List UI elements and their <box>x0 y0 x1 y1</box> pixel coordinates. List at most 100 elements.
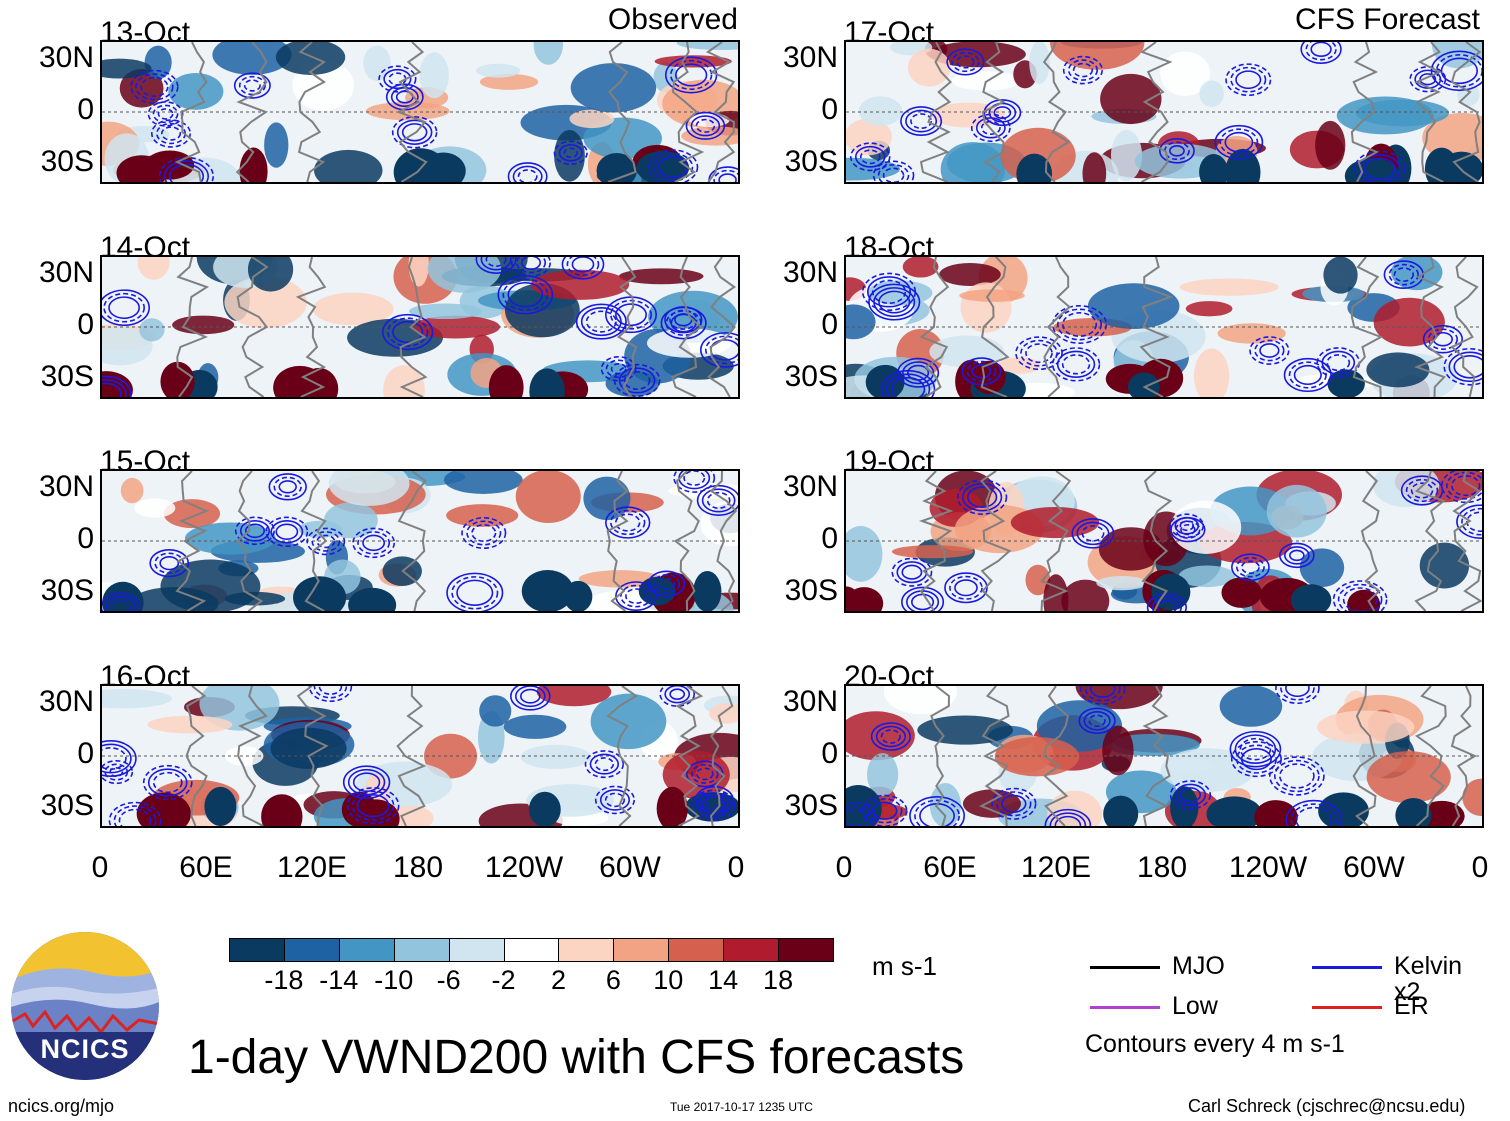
kelvin-contour <box>157 108 174 120</box>
kelvin-contour <box>1081 525 1105 542</box>
strong-core <box>1170 786 1199 826</box>
kelvin-contour <box>652 573 681 594</box>
footer-url[interactable]: ncics.org/mjo <box>8 1096 115 1116</box>
coastline <box>675 686 704 826</box>
kelvin-contour <box>1229 730 1282 768</box>
kelvin-contour <box>897 357 940 388</box>
legend-line <box>1090 1006 1160 1009</box>
kelvin-contour <box>142 764 193 801</box>
anomaly-blob <box>846 526 883 582</box>
anomaly-blob <box>184 522 276 555</box>
kelvin-contour <box>585 310 617 333</box>
kelvin-contour <box>868 283 921 321</box>
strong-core <box>1199 154 1229 182</box>
y-tick-label: 0 <box>821 93 838 126</box>
strong-core <box>1424 147 1459 182</box>
strong-core <box>261 794 303 826</box>
anomaly-blob <box>1316 710 1415 744</box>
kelvin-contour <box>900 106 943 137</box>
kelvin-contour <box>615 581 657 611</box>
x-tick-label: 0 <box>91 851 109 884</box>
kelvin-contour <box>1084 686 1121 702</box>
anomaly-blob <box>907 48 951 87</box>
anomaly-blob <box>994 736 1080 777</box>
kelvin-contour <box>1409 66 1447 93</box>
anomaly-blob <box>1323 257 1358 294</box>
kelvin-contour <box>118 808 152 826</box>
x-tick-label: 120E <box>276 851 348 884</box>
anomaly-blob <box>939 262 1001 286</box>
kelvin-contour <box>1231 553 1270 582</box>
kelvin-contour <box>1072 62 1094 78</box>
kelvin-contour <box>575 303 627 340</box>
kelvin-contour <box>1001 794 1027 813</box>
anomaly-blob <box>533 42 563 65</box>
kelvin-contour <box>870 722 911 751</box>
map-svg-15-Oct <box>102 471 738 611</box>
kelvin-contour <box>946 48 985 76</box>
kelvin-contour <box>1219 128 1259 157</box>
units-label: m s-1 <box>872 951 937 981</box>
coastline <box>1040 471 1072 611</box>
kelvin-contour <box>705 335 738 365</box>
coastline <box>175 471 209 611</box>
kelvin-contour <box>700 332 738 368</box>
kelvin-contour <box>168 163 205 182</box>
x-tick-label: 60W <box>599 851 661 884</box>
kelvin-contour <box>1235 70 1262 90</box>
kelvin-contour <box>854 145 886 168</box>
y-tick-label: 0 <box>821 737 838 770</box>
anomaly-blob <box>1025 564 1051 596</box>
colorbar-label: -6 <box>436 965 461 995</box>
kelvin-contour <box>351 790 395 821</box>
kelvin-contour <box>1393 267 1414 283</box>
kelvin-contour <box>909 796 965 826</box>
kelvin-contour <box>914 799 960 826</box>
kelvin-contour <box>901 586 945 611</box>
footer-timestamp: Tue 2017-10-17 1235 UTC <box>670 1100 813 1114</box>
kelvin-contour <box>1235 744 1277 774</box>
coastline <box>1413 257 1446 397</box>
anomaly-blob <box>1299 548 1345 588</box>
map-svg-19-Oct <box>846 471 1482 611</box>
x-tick-label: 0 <box>1471 851 1489 884</box>
anomaly-blob <box>1102 725 1134 776</box>
kelvin-contour <box>1326 354 1351 372</box>
map-panel-14-Oct <box>100 255 740 399</box>
kelvin-contour <box>268 473 307 501</box>
coastline <box>1350 257 1384 397</box>
anomaly-blob <box>998 357 1041 374</box>
map-panel-13-Oct <box>100 40 740 184</box>
anomaly-blob <box>247 257 294 292</box>
kelvin-contour <box>907 364 930 381</box>
anomaly-blob <box>139 318 165 342</box>
kelvin-contour <box>1254 339 1285 362</box>
strong-core <box>846 586 862 611</box>
kelvin-contour <box>1049 812 1087 826</box>
kelvin-contour <box>1230 740 1282 778</box>
x-tick-label: 0 <box>727 851 745 884</box>
kelvin-contour <box>456 579 494 607</box>
strong-core <box>1206 796 1263 826</box>
anomaly-blob <box>443 471 523 494</box>
anomaly-blob <box>264 122 289 168</box>
kelvin-contour <box>1363 157 1396 181</box>
map-svg-17-Oct <box>846 42 1482 182</box>
kelvin-contour <box>718 173 737 182</box>
kelvin-contour <box>859 149 881 165</box>
strong-core <box>1103 795 1139 826</box>
strong-core <box>1395 797 1432 826</box>
kelvin-contour <box>1278 763 1315 789</box>
kelvin-contour <box>962 482 1003 512</box>
kelvin-contour <box>623 370 651 391</box>
colorbar-label: 18 <box>763 965 794 995</box>
kelvin-contour <box>652 152 694 182</box>
kelvin-contour <box>695 118 716 133</box>
map-panel-17-Oct <box>844 40 1484 184</box>
y-tick-label: 30S <box>40 574 94 607</box>
kelvin-contour <box>683 471 706 486</box>
y-tick-label: 30N <box>782 470 838 503</box>
y-tick-label: 30S <box>40 360 94 393</box>
kelvin-contour <box>861 272 917 312</box>
coastline <box>616 257 638 397</box>
